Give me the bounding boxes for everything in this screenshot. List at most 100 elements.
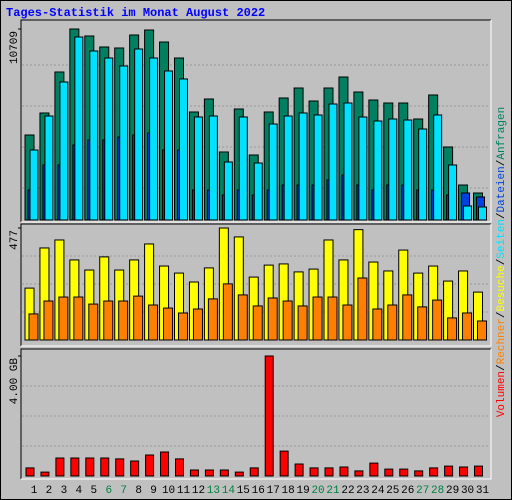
bar bbox=[462, 312, 473, 341]
y-tick-label: 10709 bbox=[9, 31, 21, 64]
bar bbox=[459, 466, 469, 477]
bar bbox=[388, 118, 398, 221]
x-tick-label: 24 bbox=[371, 485, 385, 497]
x-tick-label: 17 bbox=[267, 485, 280, 497]
frame-edge bbox=[21, 20, 492, 223]
bar bbox=[85, 457, 95, 477]
bar bbox=[73, 296, 84, 341]
bar bbox=[369, 462, 379, 477]
bar bbox=[193, 116, 203, 221]
frame-edge bbox=[20, 348, 491, 479]
bar bbox=[43, 300, 54, 341]
x-tick-label: 1 bbox=[31, 485, 38, 497]
bar bbox=[433, 114, 443, 221]
x-tick-label: 8 bbox=[135, 485, 142, 497]
x-tick-label: 29 bbox=[446, 485, 459, 497]
bar bbox=[432, 299, 443, 341]
bar bbox=[268, 123, 278, 221]
bar bbox=[384, 468, 394, 477]
bar bbox=[178, 312, 188, 341]
bar bbox=[343, 102, 353, 221]
legend-entry: Dateien bbox=[496, 166, 508, 212]
chart-title: Tages-Statistik im Monat August 2022 bbox=[6, 6, 265, 20]
bar bbox=[474, 465, 483, 477]
x-tick-label: 28 bbox=[431, 485, 444, 497]
bar bbox=[100, 457, 110, 477]
bar bbox=[403, 119, 413, 221]
bar bbox=[448, 164, 458, 221]
bar bbox=[447, 317, 458, 341]
bar bbox=[44, 115, 54, 221]
bar bbox=[70, 457, 80, 477]
legend-entry: Besuche bbox=[496, 265, 508, 311]
bar bbox=[208, 115, 218, 221]
bar bbox=[312, 296, 323, 341]
bar bbox=[133, 295, 144, 341]
bar bbox=[237, 294, 248, 341]
bar bbox=[115, 458, 125, 477]
legend-entry: Rechner bbox=[496, 318, 508, 364]
bar bbox=[238, 116, 248, 221]
legend-separator: / bbox=[496, 212, 508, 219]
bar bbox=[387, 304, 398, 341]
bar bbox=[373, 120, 383, 221]
legend-separator: / bbox=[496, 160, 508, 167]
bar bbox=[418, 128, 428, 221]
x-tick-label: 14 bbox=[222, 485, 236, 497]
x-tick-label: 19 bbox=[296, 485, 309, 497]
bar bbox=[204, 469, 214, 477]
x-tick-label: 18 bbox=[282, 485, 295, 497]
bar bbox=[252, 305, 263, 341]
bar bbox=[163, 307, 174, 341]
bar bbox=[298, 112, 308, 221]
bar bbox=[149, 57, 159, 221]
bar bbox=[282, 300, 293, 341]
bar bbox=[104, 57, 114, 221]
bar bbox=[28, 313, 39, 341]
bar bbox=[253, 162, 263, 221]
y-tick-label: 4.00 GB bbox=[9, 358, 21, 405]
bar bbox=[179, 78, 188, 221]
bar bbox=[58, 296, 69, 341]
x-tick-label: 25 bbox=[386, 485, 399, 497]
bar bbox=[59, 81, 69, 221]
x-tick-label: 5 bbox=[90, 485, 97, 497]
x-tick-label: 10 bbox=[162, 485, 175, 497]
bar bbox=[164, 70, 174, 221]
legend-entry: Anfragen bbox=[496, 107, 508, 160]
bar bbox=[223, 161, 233, 221]
bar bbox=[354, 470, 364, 477]
legend-entry: Seiten bbox=[496, 219, 508, 259]
x-tick-label: 23 bbox=[356, 485, 369, 497]
frame-edge bbox=[20, 19, 491, 222]
bar bbox=[429, 467, 439, 477]
bar bbox=[234, 471, 244, 477]
bar bbox=[29, 149, 39, 221]
bar bbox=[444, 465, 454, 477]
bar bbox=[372, 308, 383, 341]
bar bbox=[309, 467, 319, 477]
bar bbox=[463, 205, 473, 221]
x-tick-label: 9 bbox=[150, 485, 157, 497]
y-tick-label: 477 bbox=[9, 230, 21, 250]
x-tick-label: 20 bbox=[311, 485, 324, 497]
bar bbox=[328, 103, 338, 221]
bar bbox=[264, 355, 274, 477]
x-tick-label: 21 bbox=[326, 485, 340, 497]
x-tick-label: 7 bbox=[120, 485, 127, 497]
x-tick-label: 27 bbox=[416, 485, 429, 497]
legend-entry: Volumen bbox=[496, 371, 508, 417]
bar bbox=[249, 467, 259, 477]
x-tick-label: 11 bbox=[177, 485, 191, 497]
bar bbox=[189, 469, 199, 477]
legend: Volumen/Rechner/Besuche/Seiten/Dateien/A… bbox=[496, 107, 508, 417]
x-tick-label: 30 bbox=[461, 485, 474, 497]
bar bbox=[134, 48, 144, 221]
bar bbox=[192, 308, 203, 341]
bar bbox=[25, 467, 35, 477]
frame-edge bbox=[21, 349, 492, 480]
x-tick-label: 12 bbox=[192, 485, 205, 497]
x-tick-label: 2 bbox=[46, 485, 53, 497]
x-tick-label: 4 bbox=[76, 485, 83, 497]
bar bbox=[417, 306, 428, 341]
